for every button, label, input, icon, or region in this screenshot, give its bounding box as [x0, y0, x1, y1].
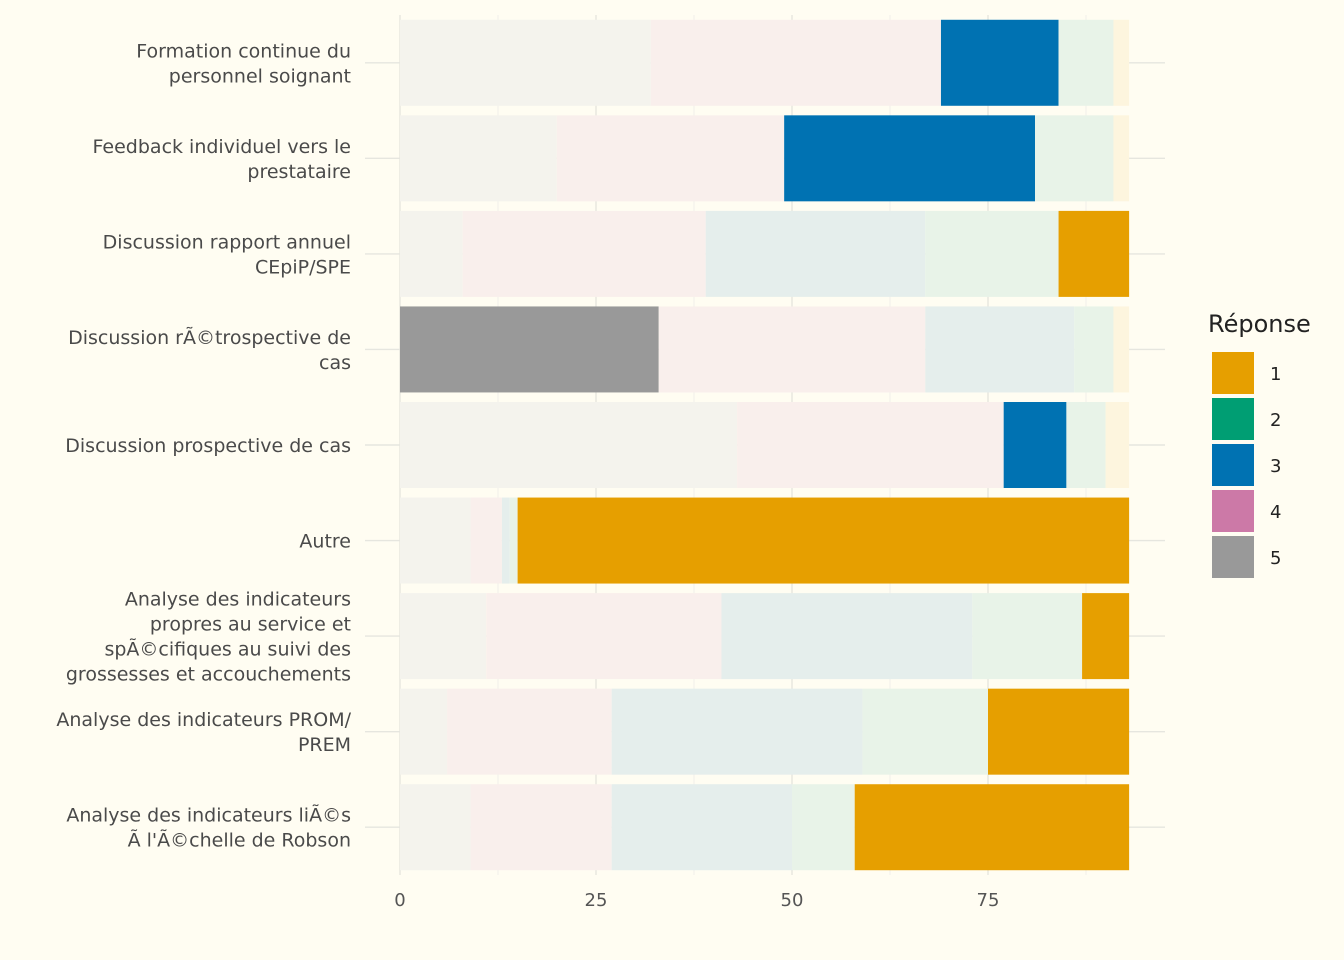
- bar-segment-5: [400, 688, 448, 775]
- legend-label: 5: [1270, 548, 1281, 569]
- bar-segment-3: [611, 688, 863, 775]
- bar-segment-1: [1105, 402, 1130, 488]
- category-label: Analyse des indicateurs propres au servic…: [66, 589, 351, 686]
- legend-swatch-3: [1212, 444, 1254, 486]
- bar-segment-2: [509, 497, 518, 584]
- bar-segment-5: [400, 784, 471, 871]
- x-tick-label: 50: [781, 890, 804, 911]
- bar-segment-2: [1035, 115, 1114, 202]
- category-label: Feedback individuel vers le prestataire: [93, 136, 351, 183]
- bar-segment-4: [470, 497, 502, 584]
- legend-label: 1: [1270, 364, 1281, 385]
- bar-segment-1-highlighted: [988, 688, 1130, 775]
- bar-segment-1: [1113, 19, 1130, 106]
- legend-label: 2: [1270, 410, 1281, 431]
- legend-label: 4: [1270, 502, 1281, 523]
- bar-segment-4: [650, 19, 941, 106]
- bar-segment-3-highlighted: [1003, 402, 1067, 488]
- bar-segment-4: [470, 784, 612, 871]
- bar-segment-2: [792, 784, 855, 871]
- category-label: Analyse des indicateurs PROM/PREM: [56, 709, 351, 756]
- category-label: Analyse des indicateurs liÃ©s Ã l'Ã©chell…: [66, 804, 351, 852]
- category-label: Formation continue du personnel soignant: [136, 40, 351, 87]
- legend: Réponse 1 2 3 4 5: [1208, 310, 1311, 578]
- bar-segment-4: [737, 402, 1004, 488]
- legend-swatch-4: [1212, 490, 1254, 532]
- legend-label: 3: [1270, 456, 1281, 477]
- bar-segment-2: [862, 688, 988, 775]
- bar-segment-4: [462, 210, 706, 297]
- bar-segment-3: [705, 210, 926, 297]
- bars: [400, 19, 1130, 871]
- legend-title: Réponse: [1208, 310, 1311, 338]
- bar-segment-1: [1113, 115, 1130, 202]
- bar-segment-3-highlighted: [940, 19, 1059, 106]
- bar-segment-3: [721, 593, 973, 680]
- bar-segment-5: [400, 19, 651, 106]
- bar-segment-2: [972, 593, 1083, 680]
- bar-segment-3: [925, 306, 1075, 393]
- category-label: Discussion rÃ©trospective de cas: [68, 326, 351, 374]
- bar-segment-1-highlighted: [1058, 210, 1130, 297]
- bar-segment-4: [447, 688, 612, 775]
- bar-segment-3-highlighted: [784, 115, 1036, 202]
- legend-swatch-1: [1212, 352, 1254, 394]
- bar-segment-1-highlighted: [854, 784, 1130, 871]
- legend-swatch-5: [1212, 536, 1254, 578]
- bar-segment-5: [400, 593, 487, 680]
- bar-segment-1: [1113, 306, 1130, 393]
- x-tick-label: 0: [394, 890, 405, 911]
- legend-swatch-2: [1212, 398, 1254, 440]
- bar-segment-5: [400, 402, 738, 488]
- bar-segment-2: [925, 210, 1059, 297]
- bar-segment-4: [658, 306, 926, 393]
- bar-segment-5-highlighted: [400, 306, 659, 393]
- x-tick-label: 75: [977, 890, 1000, 911]
- bar-segment-2: [1074, 306, 1114, 393]
- bar-segment-4: [556, 115, 785, 202]
- bar-segment-3: [611, 784, 792, 871]
- bar-segment-2: [1066, 402, 1106, 488]
- bar-segment-1-highlighted: [517, 497, 1130, 584]
- category-label: Discussion rapport annuel CEpiP/SPE: [103, 231, 351, 278]
- category-label: Autre: [299, 531, 351, 553]
- x-axis-tick-labels: 0 25 50 75: [394, 890, 999, 911]
- category-labels: Formation continue du personnel soignant F…: [56, 40, 351, 851]
- bar-segment-2: [1058, 19, 1114, 106]
- bar-segment-5: [400, 497, 471, 584]
- bar-segment-1-highlighted: [1082, 593, 1130, 680]
- bar-segment-3: [501, 497, 510, 584]
- bar-segment-5: [400, 115, 557, 202]
- category-label: Discussion prospective de cas: [65, 435, 351, 457]
- x-tick-label: 25: [585, 890, 608, 911]
- bar-segment-5: [400, 210, 463, 297]
- bar-segment-4: [486, 593, 722, 680]
